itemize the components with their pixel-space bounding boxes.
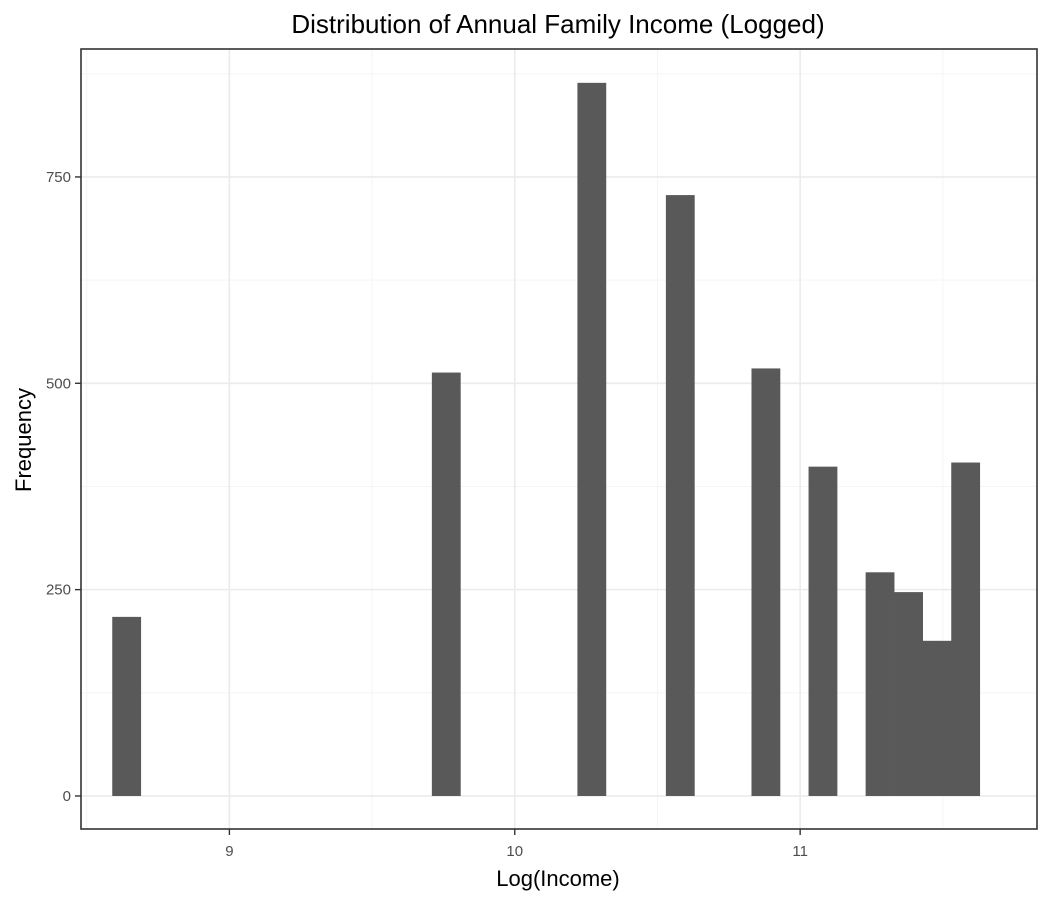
y-axis-title: Frequency — [11, 388, 36, 492]
histogram-bar-6 — [865, 572, 895, 796]
y-tick-label-1: 250 — [46, 582, 71, 599]
x-tick-label-0: 9 — [225, 843, 233, 860]
x-axis-title: Log(Income) — [496, 866, 620, 891]
histogram-bar-3 — [665, 195, 695, 796]
histogram-bar-1 — [431, 372, 461, 796]
histogram-bar-0 — [112, 616, 142, 796]
chart-title: Distribution of Annual Family Income (Lo… — [291, 9, 824, 39]
y-tick-label-3: 750 — [46, 169, 71, 186]
x-tick-label-1: 10 — [506, 843, 523, 860]
histogram-bar-2 — [577, 82, 607, 796]
bars-layer — [112, 82, 981, 796]
histogram-bar-4 — [751, 368, 781, 796]
histogram-bar-5 — [808, 466, 838, 796]
histogram-bar-8 — [922, 640, 952, 796]
histogram-bar-9 — [951, 462, 981, 796]
x-tick-label-2: 11 — [792, 843, 808, 860]
plot-border — [80, 48, 1038, 830]
y-tick-label-0: 0 — [63, 788, 71, 805]
ticks-layer: 9 10 11 0 250 500 750 — [46, 169, 808, 860]
y-tick-label-2: 500 — [46, 375, 71, 392]
histogram-bar-7 — [894, 592, 923, 796]
